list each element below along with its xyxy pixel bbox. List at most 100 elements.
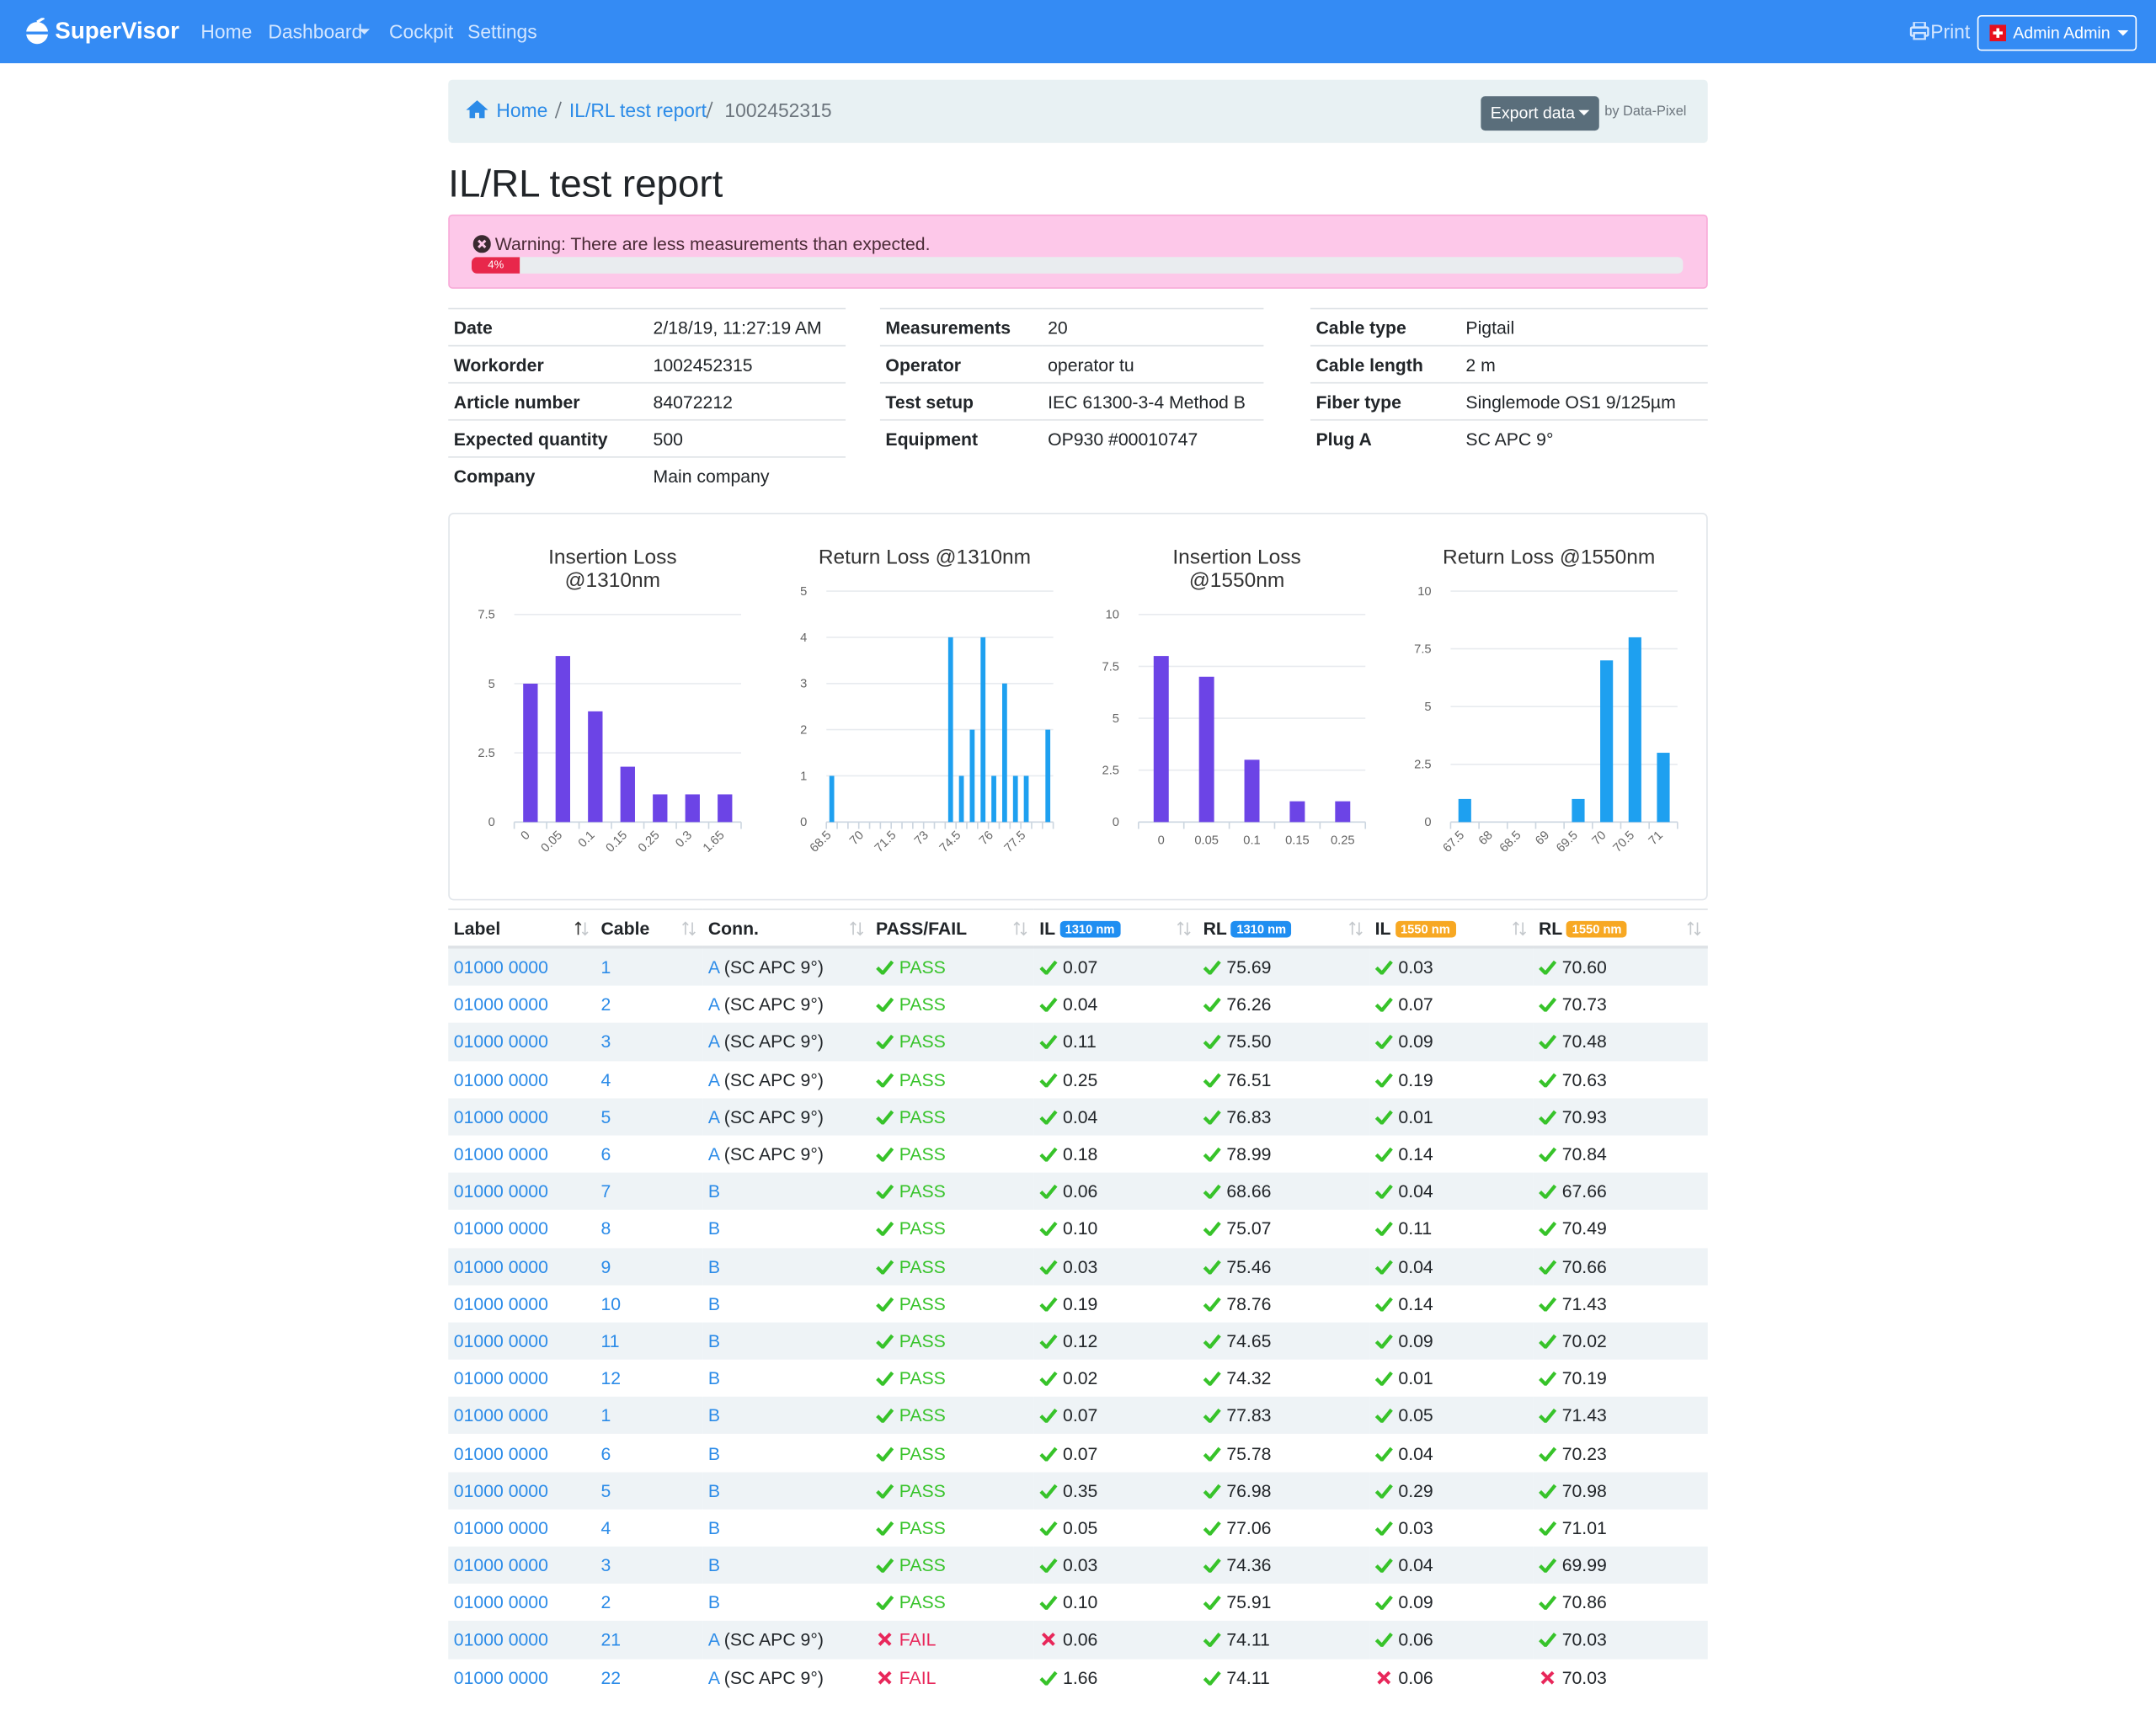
- cable[interactable]: 5: [595, 1471, 703, 1510]
- export-button[interactable]: Export data: [1481, 96, 1599, 131]
- row-label[interactable]: 01000 0000: [453, 1367, 548, 1389]
- column-header[interactable]: PASS/FAIL: [870, 908, 1034, 949]
- row-label[interactable]: 01000 0000: [453, 1143, 548, 1164]
- cable[interactable]: 8: [600, 1218, 611, 1239]
- connector-link[interactable]: A: [707, 1629, 719, 1650]
- row-label[interactable]: 01000 0000: [448, 1023, 595, 1061]
- nav-link[interactable]: Cockpit: [389, 20, 454, 43]
- sort-up: [1687, 921, 1694, 935]
- connector-link[interactable]: B: [707, 1517, 720, 1538]
- caret: [2117, 29, 2129, 36]
- measurement-value: 0.03: [1398, 1517, 1433, 1538]
- connector-link[interactable]: B: [707, 1292, 720, 1314]
- connector-link[interactable]: A: [707, 956, 719, 978]
- row-label[interactable]: 01000 0000: [448, 1621, 595, 1659]
- status-text: FAIL: [899, 1666, 937, 1688]
- check: [876, 960, 894, 977]
- column-header[interactable]: Label: [448, 908, 595, 949]
- connector-link[interactable]: B: [707, 1180, 720, 1202]
- cable[interactable]: 9: [595, 1247, 703, 1286]
- column-header[interactable]: IL 1550 nm: [1369, 908, 1534, 949]
- nav-link[interactable]: Dashboard: [268, 20, 363, 43]
- measurement: 67.66: [1533, 1172, 1708, 1211]
- cable[interactable]: 22: [600, 1666, 622, 1688]
- chart-title: Return Loss @1310nm: [818, 546, 1032, 569]
- row-label[interactable]: 01000 0000: [453, 994, 548, 1015]
- cable[interactable]: 1: [595, 946, 703, 986]
- cable[interactable]: 4: [600, 1517, 611, 1538]
- connector-link[interactable]: A: [707, 1143, 719, 1164]
- row-label[interactable]: 01000 0000: [448, 1322, 595, 1360]
- row-label[interactable]: 01000 0000: [448, 1471, 595, 1510]
- cable[interactable]: 21: [595, 1621, 703, 1659]
- row-label[interactable]: 01000 0000: [453, 1068, 548, 1090]
- cable[interactable]: 3: [595, 1546, 703, 1585]
- connector-link[interactable]: B: [707, 1367, 720, 1389]
- cable[interactable]: 1: [595, 1397, 703, 1435]
- connector-link[interactable]: B: [707, 1405, 720, 1426]
- measurement: 0.06: [1369, 1621, 1534, 1659]
- check-icon: [1039, 1222, 1058, 1238]
- check-icon: [1539, 1035, 1557, 1052]
- connector-link[interactable]: B: [707, 1255, 720, 1277]
- crumb-link[interactable]: IL/RL test report: [568, 99, 707, 121]
- row-label[interactable]: 01000 0000: [453, 1292, 548, 1314]
- x-tick-label: 77.5: [1002, 829, 1029, 855]
- row-label[interactable]: 01000 0000: [453, 1666, 548, 1688]
- connector-link[interactable]: A: [707, 994, 719, 1015]
- check-icon: [1039, 960, 1058, 977]
- cable[interactable]: 2: [600, 994, 611, 1015]
- connector-link[interactable]: B: [707, 1330, 720, 1351]
- sort-down: [1694, 922, 1701, 936]
- cable[interactable]: 4: [600, 1068, 611, 1090]
- sort-up: [1013, 921, 1021, 935]
- cable[interactable]: 11: [595, 1322, 703, 1360]
- x-tick-label: 70.5: [1611, 829, 1638, 855]
- connector-link[interactable]: A: [707, 1031, 719, 1052]
- connector-link[interactable]: B: [707, 1554, 720, 1576]
- row-label[interactable]: 01000 0000: [453, 1218, 548, 1239]
- cable[interactable]: 5: [595, 1098, 703, 1136]
- row-label[interactable]: 01000 0000: [448, 1247, 595, 1286]
- connector-link[interactable]: B: [707, 1218, 720, 1239]
- brand[interactable]: SuperVisor: [55, 18, 179, 45]
- column-header[interactable]: Cable: [595, 908, 703, 949]
- detail-value: IEC 61300-3-4 Method B: [1042, 381, 1264, 420]
- chart: Insertion Loss @1550nm 0 2.5 5 7.5 10 0 0.05 0.1…: [1081, 536, 1393, 887]
- measurement: 0.19: [1034, 1285, 1198, 1322]
- row-label[interactable]: 01000 0000: [448, 1172, 595, 1211]
- check-icon: [1539, 1633, 1557, 1649]
- connector-link[interactable]: A: [707, 1068, 719, 1090]
- connector: B: [702, 1285, 870, 1322]
- cable[interactable]: 6: [600, 1442, 611, 1464]
- row-label[interactable]: 01000 0000: [448, 1397, 595, 1435]
- connector-link[interactable]: A: [707, 1666, 719, 1688]
- print-link[interactable]: Print: [1930, 20, 1971, 43]
- column-header[interactable]: RL 1310 nm: [1198, 908, 1370, 949]
- connector-link[interactable]: B: [707, 1479, 720, 1501]
- row-label[interactable]: 01000 0000: [453, 1592, 548, 1613]
- column-header[interactable]: RL 1550 nm: [1533, 908, 1708, 949]
- connector-link[interactable]: A: [707, 1106, 719, 1127]
- connector-link[interactable]: B: [707, 1592, 720, 1613]
- row-label[interactable]: 01000 0000: [448, 946, 595, 986]
- cable[interactable]: 7: [595, 1172, 703, 1211]
- cable[interactable]: 6: [600, 1143, 611, 1164]
- status-text: PASS: [899, 956, 946, 978]
- user-menu[interactable]: Admin Admin: [1977, 14, 2137, 51]
- cable[interactable]: 12: [600, 1367, 622, 1389]
- row-label[interactable]: 01000 0000: [453, 1517, 548, 1538]
- crumb-link[interactable]: Home: [496, 99, 548, 121]
- nav-link[interactable]: Settings: [467, 20, 537, 43]
- column-header[interactable]: IL 1310 nm: [1033, 908, 1198, 949]
- row-label[interactable]: 01000 0000: [453, 1442, 548, 1464]
- row-label[interactable]: 01000 0000: [448, 1546, 595, 1585]
- nav-link[interactable]: Home: [200, 20, 253, 43]
- measurement: 0.14: [1369, 1135, 1533, 1172]
- row-label[interactable]: 01000 0000: [448, 1098, 595, 1136]
- cable[interactable]: 2: [600, 1592, 611, 1613]
- cable[interactable]: 3: [595, 1023, 703, 1061]
- connector-link[interactable]: B: [707, 1442, 720, 1464]
- cable[interactable]: 10: [600, 1292, 622, 1314]
- column-header[interactable]: Conn.: [702, 908, 871, 949]
